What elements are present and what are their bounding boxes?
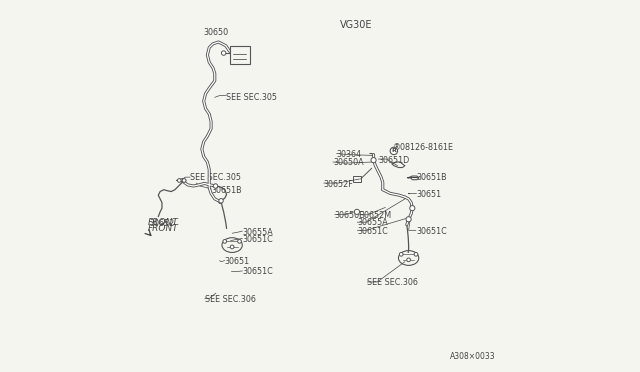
Text: 30651C: 30651C [357, 227, 388, 235]
Text: 30655A: 30655A [243, 228, 273, 237]
Circle shape [230, 245, 234, 249]
Text: 30651: 30651 [416, 190, 441, 199]
Circle shape [182, 179, 186, 182]
Text: R: R [392, 148, 396, 153]
Text: 30652M: 30652M [360, 211, 392, 220]
Circle shape [399, 253, 403, 256]
Circle shape [406, 217, 411, 222]
Text: 30651C: 30651C [243, 267, 273, 276]
Text: SEE SEC.305: SEE SEC.305 [190, 173, 241, 182]
Text: VG30E: VG30E [340, 20, 373, 31]
Text: 30650F: 30650F [335, 211, 364, 220]
Circle shape [410, 206, 415, 211]
Text: 30652F: 30652F [324, 180, 353, 189]
Circle shape [219, 199, 223, 203]
Text: SEE SEC.306: SEE SEC.306 [367, 278, 418, 287]
Text: SEE SEC.305: SEE SEC.305 [226, 93, 277, 102]
Text: 30651D: 30651D [378, 155, 410, 165]
Text: 30650A: 30650A [333, 158, 364, 167]
Text: 30651B: 30651B [211, 186, 242, 195]
Circle shape [371, 158, 376, 163]
Text: 30652: 30652 [149, 219, 175, 228]
Circle shape [390, 147, 397, 155]
Circle shape [407, 258, 410, 262]
Text: 30650: 30650 [204, 28, 228, 37]
Circle shape [223, 240, 227, 243]
Text: A308×0033: A308×0033 [450, 352, 495, 361]
Text: FRONT: FRONT [148, 218, 179, 227]
Text: 30364: 30364 [337, 150, 362, 159]
Text: 30655A: 30655A [357, 218, 388, 227]
Text: FRONT: FRONT [148, 224, 179, 233]
Text: 30651: 30651 [225, 257, 250, 266]
Text: 30651C: 30651C [416, 227, 447, 235]
Circle shape [177, 179, 181, 182]
Text: SEE SEC.306: SEE SEC.306 [205, 295, 255, 304]
Circle shape [355, 209, 360, 214]
Text: 30651B: 30651B [416, 173, 447, 182]
Circle shape [221, 51, 226, 55]
Circle shape [414, 253, 418, 256]
Circle shape [237, 240, 241, 243]
Circle shape [213, 184, 218, 188]
Text: ®08126-8161E: ®08126-8161E [393, 143, 454, 152]
Text: 30651C: 30651C [243, 235, 273, 244]
